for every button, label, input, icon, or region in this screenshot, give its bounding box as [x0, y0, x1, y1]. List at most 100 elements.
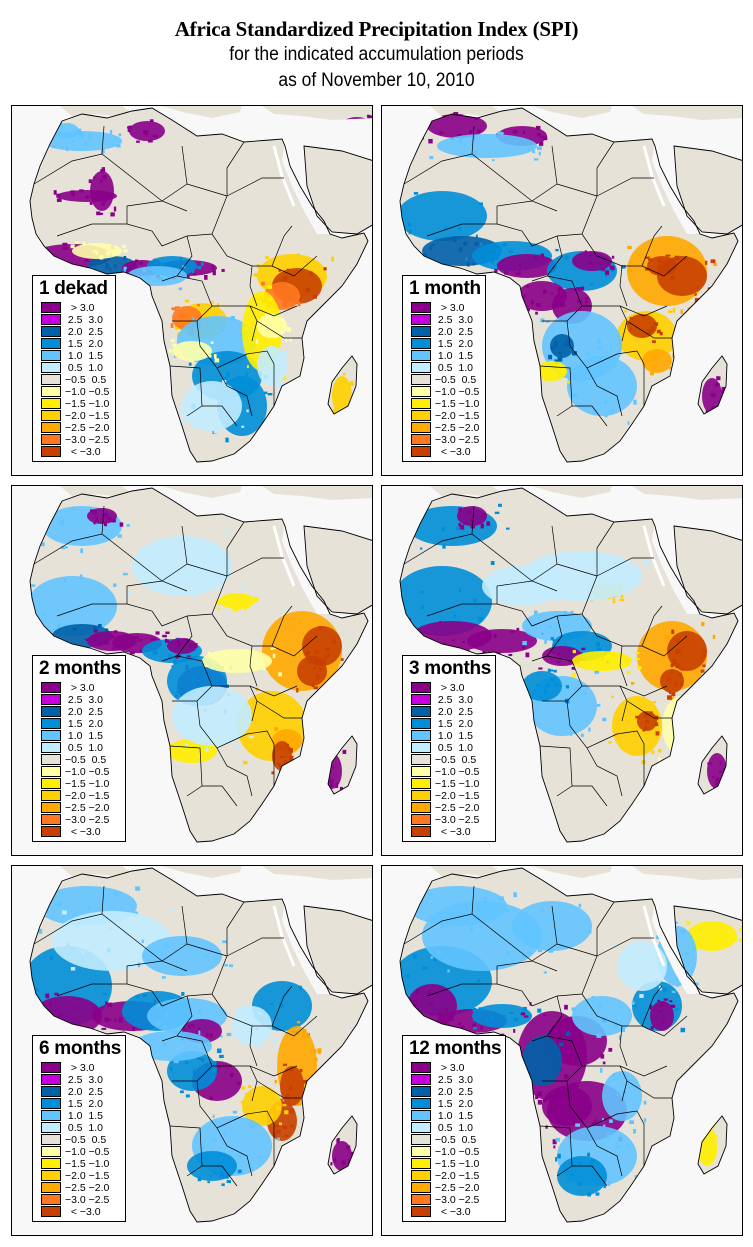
- legend-label: −0.5 0.5: [65, 1134, 107, 1146]
- spi-pixel: [100, 179, 103, 183]
- spi-pixel: [513, 892, 517, 898]
- spi-pixel: [279, 1003, 284, 1008]
- spi-pixel: [478, 617, 484, 622]
- spi-pixel: [413, 192, 419, 195]
- spi-pixel: [566, 339, 571, 343]
- spi-pixel: [330, 784, 334, 788]
- legend-label: < −3.0: [435, 826, 471, 838]
- spi-pixel: [598, 657, 603, 662]
- spi-pixel: [329, 778, 334, 784]
- spi-region: [512, 901, 592, 951]
- legend-entry: 2.0 2.5: [411, 706, 489, 718]
- red-sea: [652, 526, 700, 614]
- spi-pixel: [258, 1011, 261, 1015]
- header: Africa Standardized Precipitation Index …: [0, 0, 753, 94]
- spi-pixel: [719, 761, 722, 766]
- legend-entry: 1.5 2.0: [41, 338, 109, 350]
- spi-pixel: [245, 1093, 250, 1096]
- legend-label: 0.5 1.0: [65, 362, 103, 374]
- spi-pixel: [318, 667, 322, 671]
- country-border: [572, 785, 608, 807]
- spi-pixel: [675, 662, 680, 668]
- legend-entry: < −3.0: [41, 446, 109, 458]
- legend-swatch: [411, 766, 431, 777]
- spi-pixel: [572, 1119, 578, 1124]
- country-border: [186, 521, 245, 577]
- spi-pixel: [226, 1180, 231, 1184]
- spi-pixel: [536, 683, 540, 686]
- spi-pixel: [633, 1129, 637, 1134]
- spi-pixel: [224, 964, 228, 967]
- country-border: [572, 1165, 608, 1187]
- period-label: 1 dekad: [39, 278, 108, 299]
- legend-label: −2.5 −2.0: [65, 1182, 110, 1194]
- country-border: [211, 225, 293, 267]
- spi-pixel: [702, 664, 706, 667]
- spi-pixel: [543, 971, 547, 974]
- spi-pixel: [408, 229, 412, 235]
- spi-map-panel: 2 months > 3.0 2.5 3.0 2.0 2.5 1.5 2.0 1…: [11, 485, 373, 856]
- legend-label: 1.0 1.5: [435, 350, 473, 362]
- spi-pixel: [528, 929, 532, 933]
- spi-pixel: [38, 928, 43, 934]
- spi-pixel: [588, 727, 591, 732]
- legend-swatch: [41, 766, 61, 777]
- spi-pixel: [84, 141, 88, 146]
- spi-pixel: [457, 1022, 462, 1026]
- spi-pixel: [243, 761, 248, 765]
- spi-pixel: [197, 266, 202, 270]
- spi-pixel: [671, 692, 676, 697]
- spi-pixel: [314, 1057, 318, 1062]
- legend-swatch: [41, 386, 61, 397]
- spi-region: [167, 638, 197, 654]
- legend-swatch: [41, 790, 61, 801]
- spi-pixel: [670, 696, 675, 701]
- legend-entry: 1.5 2.0: [41, 718, 119, 730]
- spi-pixel: [40, 542, 45, 547]
- legend-label: > 3.0: [435, 682, 465, 694]
- legend-swatch: [411, 398, 431, 409]
- spi-pixel: [608, 264, 612, 268]
- spi-pixel: [405, 974, 410, 978]
- country-border: [619, 1025, 628, 1067]
- spi-pixel: [273, 1132, 277, 1138]
- spi-pixel: [212, 1114, 215, 1118]
- spi-pixel: [226, 663, 230, 667]
- legend-label: −0.5 0.5: [435, 374, 477, 386]
- spi-pixel: [275, 294, 280, 297]
- spi-pixel: [159, 262, 165, 267]
- spi-pixel: [680, 682, 683, 687]
- legend-swatch: [411, 694, 431, 705]
- legend-entry: 1.0 1.5: [41, 730, 119, 742]
- spi-region: [572, 996, 632, 1036]
- coastline: [303, 145, 372, 235]
- legend-swatch: [411, 338, 431, 349]
- spi-pixel: [547, 668, 551, 673]
- spi-pixel: [602, 717, 607, 722]
- legend-entry: 0.5 1.0: [41, 742, 119, 754]
- spi-pixel: [707, 762, 712, 765]
- spi-pixel: [647, 736, 650, 740]
- spi-pixel: [670, 670, 673, 674]
- spi-pixel: [130, 650, 135, 655]
- spi-pixel: [628, 1009, 631, 1012]
- spi-pixel: [198, 1027, 201, 1033]
- spi-pixel: [497, 131, 502, 135]
- spi-pixel: [289, 301, 295, 307]
- spi-pixel: [143, 130, 148, 135]
- country-border: [641, 255, 688, 277]
- legend-swatch: [411, 1158, 431, 1169]
- spi-pixel: [107, 1002, 113, 1008]
- spi-pixel: [603, 1184, 606, 1189]
- spi-pixel: [237, 1081, 241, 1085]
- country-border: [471, 505, 475, 535]
- spi-pixel: [669, 366, 673, 370]
- legend-entry: −1.0 −0.5: [41, 766, 119, 778]
- legend-entry: < −3.0: [411, 826, 489, 838]
- spi-pixel: [119, 522, 124, 527]
- spi-pixel: [615, 654, 618, 658]
- spi-pixel: [453, 614, 456, 618]
- spi-map-panel: 3 months > 3.0 2.5 3.0 2.0 2.5 1.5 2.0 1…: [381, 485, 743, 856]
- spi-pixel: [192, 317, 195, 321]
- spi-pixel: [603, 1124, 606, 1128]
